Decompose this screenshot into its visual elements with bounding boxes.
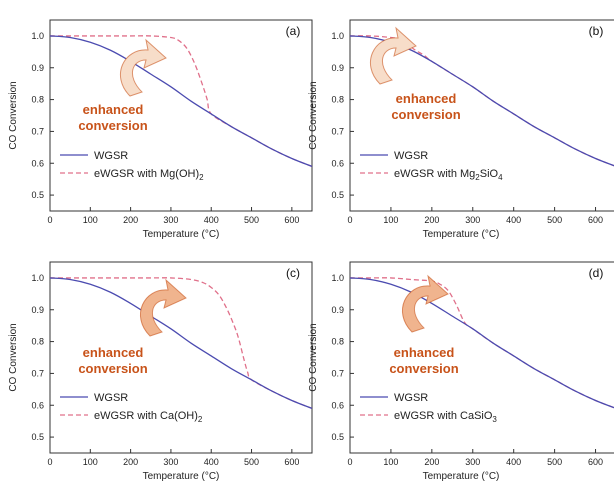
- y-tick-label: 0.9: [31, 305, 44, 315]
- y-tick-label: 0.5: [331, 190, 344, 200]
- y-tick-label: 0.9: [31, 63, 44, 73]
- series-line-wgsr: [350, 36, 614, 167]
- y-tick-label: 0.6: [331, 400, 344, 410]
- x-tick-label: 0: [347, 215, 352, 225]
- x-tick-label: 300: [163, 215, 178, 225]
- series-line-wgsr: [350, 278, 614, 409]
- annotation-text: enhanced: [83, 345, 144, 360]
- x-tick-label: 600: [588, 457, 603, 467]
- y-tick-label: 1.0: [331, 31, 344, 41]
- legend-entry: WGSR: [394, 392, 428, 404]
- y-tick-label: 0.5: [31, 432, 44, 442]
- y-tick-label: 0.9: [331, 63, 344, 73]
- x-tick-label: 400: [204, 215, 219, 225]
- x-tick-label: 100: [83, 215, 98, 225]
- annotation-text: conversion: [78, 118, 147, 133]
- x-tick-label: 400: [204, 457, 219, 467]
- annotation-text: conversion: [78, 361, 147, 376]
- legend-entry: eWGSR with Mg(OH)2: [94, 168, 204, 182]
- x-tick-label: 300: [163, 457, 178, 467]
- y-tick-label: 0.7: [31, 368, 44, 378]
- x-tick-label: 0: [47, 457, 52, 467]
- curved-arrow-icon: [140, 280, 186, 336]
- annotation-text: conversion: [389, 361, 458, 376]
- x-tick-label: 600: [588, 215, 603, 225]
- panel-label: (b): [589, 24, 604, 38]
- legend-entry: eWGSR with Ca(OH)2: [94, 410, 203, 424]
- x-tick-label: 0: [47, 215, 52, 225]
- legend-entry: eWGSR with CaSiO3: [394, 410, 497, 424]
- annotation-text: enhanced: [396, 91, 457, 106]
- y-tick-label: 1.0: [31, 273, 44, 283]
- chart-panel-3: 0 100 200 300 400 500 600 0.5 0.6 0.7 0.8 0.9 1.0 Tem…: [8, 262, 312, 482]
- x-tick-label: 100: [383, 215, 398, 225]
- legend-entry: WGSR: [394, 150, 428, 162]
- x-tick-label: 600: [284, 215, 299, 225]
- panel-label: (a): [286, 24, 301, 38]
- y-tick-label: 0.8: [331, 95, 344, 105]
- y-tick-label: 0.8: [31, 337, 44, 347]
- y-axis-title: CO Conversion: [308, 323, 319, 391]
- curved-arrow-icon: [120, 40, 166, 96]
- x-tick-label: 400: [506, 215, 521, 225]
- plot-frame: [350, 262, 614, 453]
- y-tick-label: 0.8: [31, 95, 44, 105]
- chart-panel-4: 0 100 200 300 400 500 600 0.5 0.6 0.7 0.8 0.9 1.0 Tem…: [308, 262, 614, 482]
- y-tick-label: 1.0: [331, 273, 344, 283]
- y-axis-title: CO Conversion: [308, 81, 319, 149]
- x-tick-label: 100: [83, 457, 98, 467]
- legend-entry: WGSR: [94, 150, 128, 162]
- x-axis-title: Temperature (°C): [143, 471, 220, 482]
- legend-entry: eWGSR with Mg2SiO4: [394, 168, 503, 182]
- y-tick-label: 0.6: [331, 158, 344, 168]
- annotation-text: conversion: [391, 107, 460, 122]
- chart-panel-2: 0 100 200 300 400 500 600 0.5 0.6 0.7 0.8 0.9 1.0 Tem…: [308, 20, 614, 240]
- x-tick-label: 500: [547, 215, 562, 225]
- y-tick-label: 0.5: [31, 190, 44, 200]
- x-tick-label: 500: [244, 457, 259, 467]
- x-tick-label: 200: [123, 215, 138, 225]
- chart-panel-1: 0 100 200 300 400 500 600 0.5 0.6 0.7 0.8 0.9 1.0 Tem…: [8, 20, 312, 240]
- x-tick-label: 500: [547, 457, 562, 467]
- panel-label: (d): [589, 266, 604, 280]
- x-tick-label: 200: [123, 457, 138, 467]
- y-tick-label: 0.9: [331, 305, 344, 315]
- annotation-text: enhanced: [394, 345, 455, 360]
- x-axis-title: Temperature (°C): [423, 229, 500, 240]
- x-tick-label: 300: [465, 215, 480, 225]
- x-tick-label: 400: [506, 457, 521, 467]
- y-axis-title: CO Conversion: [8, 81, 19, 149]
- y-tick-label: 0.7: [31, 126, 44, 136]
- annotation-text: enhanced: [83, 102, 144, 117]
- x-tick-label: 300: [465, 457, 480, 467]
- legend-entry: WGSR: [94, 392, 128, 404]
- y-tick-label: 0.5: [331, 432, 344, 442]
- panel-label: (c): [286, 266, 300, 280]
- y-tick-label: 0.8: [331, 337, 344, 347]
- y-tick-label: 1.0: [31, 31, 44, 41]
- x-tick-label: 0: [347, 457, 352, 467]
- x-axis-title: Temperature (°C): [423, 471, 500, 482]
- x-tick-label: 100: [383, 457, 398, 467]
- y-tick-label: 0.7: [331, 368, 344, 378]
- x-tick-label: 200: [424, 457, 439, 467]
- y-tick-label: 0.6: [31, 400, 44, 410]
- series-line-ewgsr: [350, 278, 614, 409]
- x-axis-title: Temperature (°C): [143, 229, 220, 240]
- x-tick-label: 600: [284, 457, 299, 467]
- y-tick-label: 0.7: [331, 126, 344, 136]
- x-tick-label: 200: [424, 215, 439, 225]
- series-line-ewgsr: [350, 36, 614, 167]
- x-tick-label: 500: [244, 215, 259, 225]
- y-axis-title: CO Conversion: [8, 323, 19, 391]
- y-tick-label: 0.6: [31, 158, 44, 168]
